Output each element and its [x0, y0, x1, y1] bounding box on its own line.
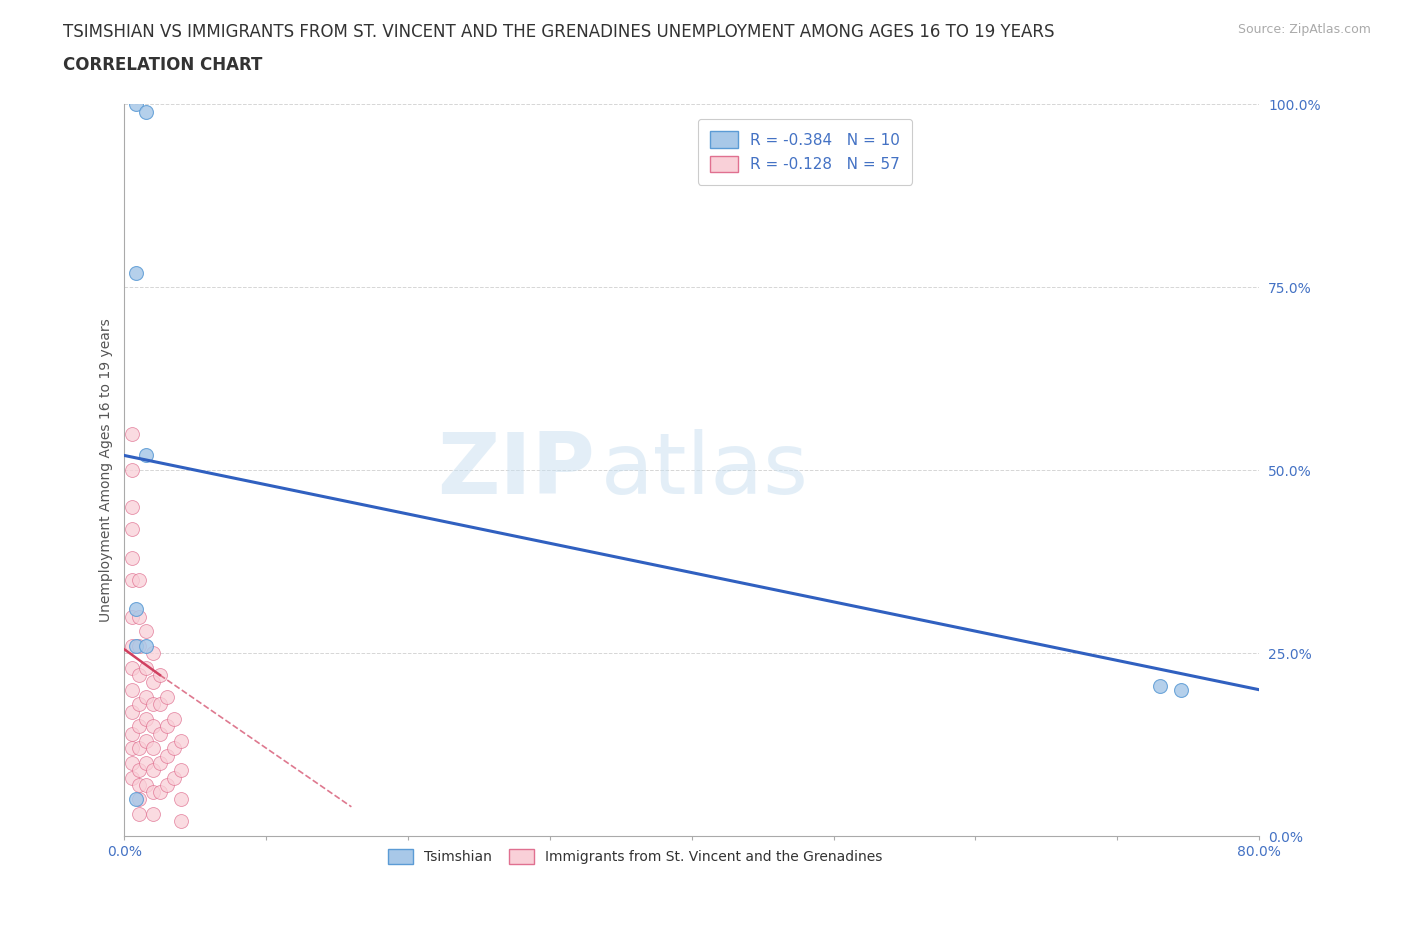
Point — [128, 719, 150, 734]
Text: ZIP: ZIP — [437, 429, 595, 512]
Point — [135, 755, 157, 770]
Point — [142, 785, 165, 800]
Point — [142, 806, 165, 821]
Point — [125, 792, 148, 807]
Point — [121, 463, 143, 478]
Point — [156, 719, 179, 734]
Point — [1149, 679, 1171, 694]
Point — [121, 704, 143, 719]
Point — [163, 770, 186, 785]
Text: TSIMSHIAN VS IMMIGRANTS FROM ST. VINCENT AND THE GRENADINES UNEMPLOYMENT AMONG A: TSIMSHIAN VS IMMIGRANTS FROM ST. VINCENT… — [63, 23, 1054, 41]
Point — [121, 551, 143, 565]
Text: atlas: atlas — [600, 429, 808, 512]
Point — [156, 689, 179, 704]
Text: Source: ZipAtlas.com: Source: ZipAtlas.com — [1237, 23, 1371, 36]
Point — [121, 726, 143, 741]
Point — [135, 638, 157, 653]
Point — [121, 573, 143, 588]
Point — [125, 638, 148, 653]
Point — [128, 792, 150, 807]
Point — [170, 734, 193, 749]
Point — [135, 104, 157, 119]
Point — [142, 741, 165, 756]
Point — [121, 683, 143, 698]
Point — [149, 697, 172, 711]
Point — [149, 668, 172, 683]
Point — [1170, 683, 1192, 698]
Point — [125, 97, 148, 112]
Legend: Tsimshian, Immigrants from St. Vincent and the Grenadines: Tsimshian, Immigrants from St. Vincent a… — [382, 843, 887, 870]
Point — [170, 814, 193, 829]
Point — [121, 638, 143, 653]
Point — [135, 660, 157, 675]
Point — [149, 726, 172, 741]
Point — [121, 660, 143, 675]
Point — [121, 755, 143, 770]
Point — [142, 719, 165, 734]
Point — [128, 697, 150, 711]
Point — [121, 609, 143, 624]
Point — [163, 711, 186, 726]
Point — [142, 645, 165, 660]
Point — [142, 763, 165, 777]
Point — [149, 755, 172, 770]
Point — [135, 777, 157, 792]
Point — [128, 741, 150, 756]
Point — [121, 770, 143, 785]
Point — [142, 697, 165, 711]
Point — [142, 675, 165, 690]
Point — [121, 741, 143, 756]
Point — [128, 777, 150, 792]
Point — [135, 689, 157, 704]
Point — [170, 763, 193, 777]
Text: CORRELATION CHART: CORRELATION CHART — [63, 56, 263, 73]
Point — [125, 265, 148, 280]
Point — [135, 711, 157, 726]
Y-axis label: Unemployment Among Ages 16 to 19 years: Unemployment Among Ages 16 to 19 years — [100, 318, 114, 622]
Point — [156, 748, 179, 763]
Point — [163, 741, 186, 756]
Point — [121, 426, 143, 441]
Point — [128, 638, 150, 653]
Point — [121, 521, 143, 536]
Point — [125, 602, 148, 617]
Point — [128, 573, 150, 588]
Point — [170, 792, 193, 807]
Point — [128, 609, 150, 624]
Point — [135, 448, 157, 463]
Point — [156, 777, 179, 792]
Point — [121, 499, 143, 514]
Point — [128, 763, 150, 777]
Point — [128, 668, 150, 683]
Point — [149, 785, 172, 800]
Point — [135, 734, 157, 749]
Point — [128, 806, 150, 821]
Point — [135, 624, 157, 639]
